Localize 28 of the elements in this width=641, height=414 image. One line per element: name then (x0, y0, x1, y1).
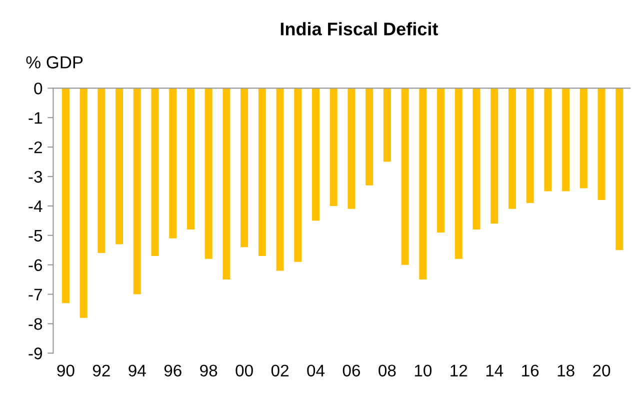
x-tick-label: 04 (307, 364, 325, 376)
x-tick-label: 18 (558, 364, 574, 376)
y-tick-label: -3 (28, 170, 42, 183)
x-tick-label: 02 (271, 364, 288, 376)
x-tick-label: 14 (486, 364, 504, 376)
y-tick-label: -7 (28, 288, 42, 300)
y-tick-label: -2 (28, 141, 42, 154)
x-tick-label: 94 (128, 364, 146, 376)
x-tick-label: 90 (57, 364, 74, 376)
x-tick-label: 06 (342, 364, 360, 376)
x-tick-label: 00 (236, 364, 253, 376)
y-tick-label: 0 (34, 82, 42, 94)
x-tick-label: 10 (414, 364, 432, 376)
y-tick-label: -4 (28, 200, 42, 212)
x-tick-label: 20 (593, 364, 610, 376)
y-tick-label: -1 (28, 112, 42, 124)
y-tick-label: -9 (28, 348, 42, 360)
y-tick-label: -5 (28, 230, 42, 242)
x-tick-label: 98 (200, 364, 218, 376)
x-tick-label: 16 (522, 364, 539, 376)
y-axis-title: % GDP (26, 56, 83, 68)
y-tick-label: -6 (28, 259, 42, 272)
chart-title: India Fiscal Deficit (280, 22, 438, 36)
y-tick-label: -8 (28, 318, 42, 330)
x-tick-label: 96 (164, 364, 182, 376)
x-tick-label: 12 (450, 364, 468, 376)
x-tick-label: 08 (378, 364, 396, 376)
x-tick-label: 92 (92, 364, 110, 376)
